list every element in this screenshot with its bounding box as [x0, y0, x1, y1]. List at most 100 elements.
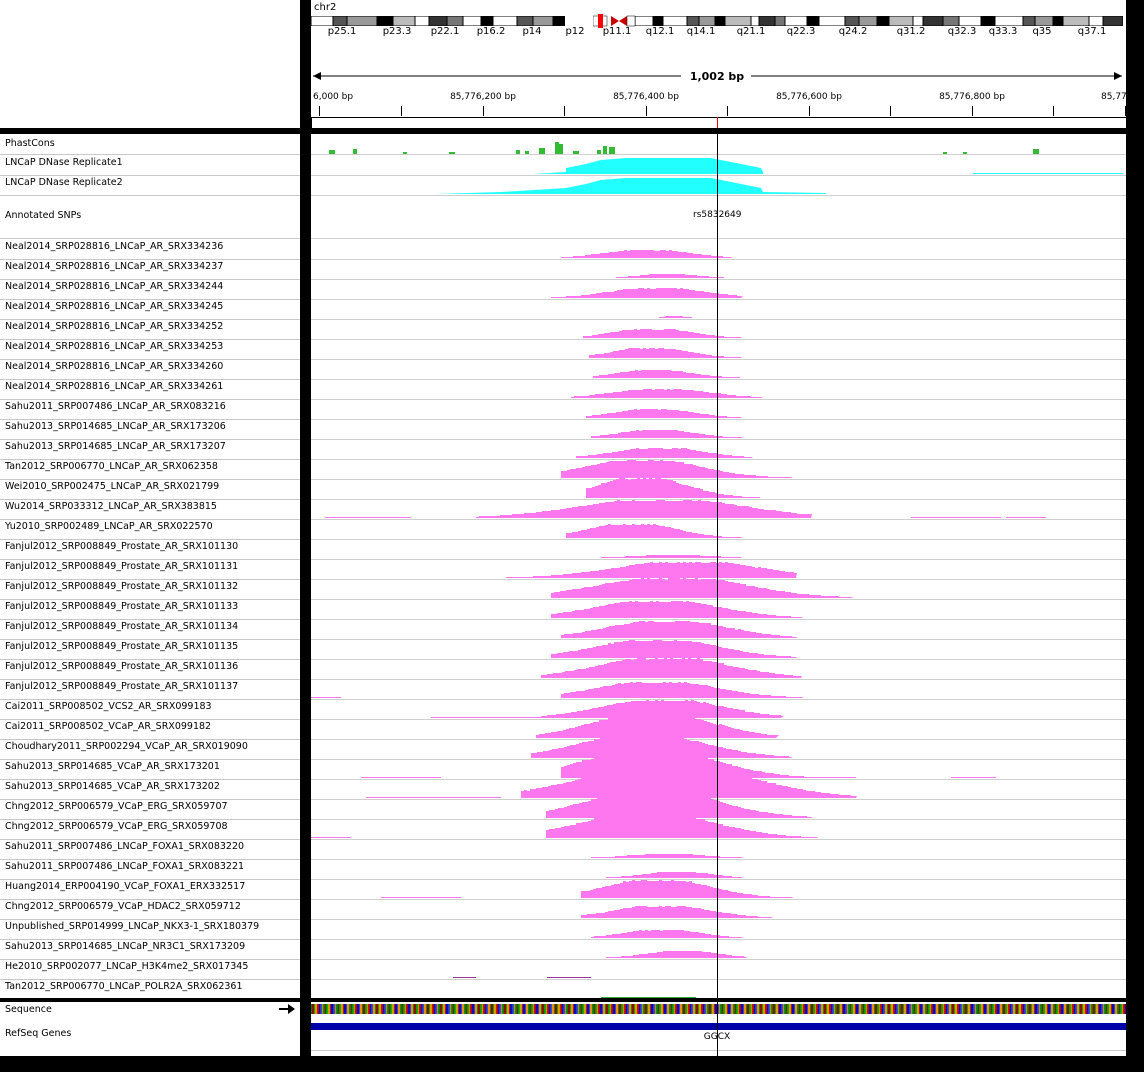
cytoband[interactable]: [913, 16, 923, 26]
cytoband[interactable]: [463, 16, 481, 26]
cytoband[interactable]: [775, 16, 785, 26]
track-label[interactable]: Fanjul2012_SRP008849_Prostate_AR_SRX1011…: [5, 581, 239, 592]
track-label[interactable]: Fanjul2012_SRP008849_Prostate_AR_SRX1011…: [5, 641, 239, 652]
track-names-panel[interactable]: PhastCons LNCaP DNase Replicate1 LNCaP DNa…: [0, 134, 300, 998]
track-label[interactable]: Neal2014_SRP028816_LNCaP_AR_SRX334244: [5, 281, 224, 292]
track-label[interactable]: LNCaP DNase Replicate2: [5, 177, 123, 188]
track-label[interactable]: Sahu2013_SRP014685_VCaP_AR_SRX173202: [5, 781, 220, 792]
track-label[interactable]: Sahu2013_SRP014685_LNCaP_AR_SRX173207: [5, 441, 226, 452]
track-label[interactable]: Annotated SNPs: [5, 210, 82, 221]
track-label[interactable]: Neal2014_SRP028816_LNCaP_AR_SRX334261: [5, 381, 224, 392]
track-label[interactable]: Neal2014_SRP028816_LNCaP_AR_SRX334237: [5, 261, 224, 272]
sequence-track-label[interactable]: Sequence: [5, 1004, 52, 1015]
cytoband[interactable]: [481, 16, 493, 26]
track-label[interactable]: Wu2014_SRP033312_LNCaP_AR_SRX383815: [5, 501, 217, 512]
track-label[interactable]: PhastCons: [5, 138, 55, 149]
cytoband[interactable]: [995, 16, 1023, 26]
track-label[interactable]: Sahu2013_SRP014685_LNCaP_NR3C1_SRX173209: [5, 941, 246, 952]
track-label[interactable]: Sahu2011_SRP007486_LNCaP_AR_SRX083216: [5, 401, 226, 412]
track-label[interactable]: LNCaP DNase Replicate1: [5, 157, 123, 168]
track-label[interactable]: Fanjul2012_SRP008849_Prostate_AR_SRX1011…: [5, 681, 239, 692]
track-label[interactable]: Fanjul2012_SRP008849_Prostate_AR_SRX1011…: [5, 541, 239, 552]
track-label[interactable]: Cai2011_SRP008502_VCaP_AR_SRX099182: [5, 721, 212, 732]
cytoband[interactable]: [687, 16, 699, 26]
cytoband[interactable]: [447, 16, 463, 26]
strand-arrow-icon[interactable]: [278, 1003, 296, 1015]
track-separator: [0, 939, 300, 940]
track-label[interactable]: Sahu2013_SRP014685_VCaP_AR_SRX173201: [5, 761, 220, 772]
sequence-track[interactable]: [311, 1004, 1126, 1014]
cytoband[interactable]: [553, 16, 565, 26]
cytoband[interactable]: [877, 16, 889, 26]
track-label[interactable]: Yu2010_SRP002489_LNCaP_AR_SRX022570: [5, 521, 213, 532]
cytoband[interactable]: [751, 16, 759, 26]
cytoband[interactable]: [845, 16, 859, 26]
cytoband[interactable]: [981, 16, 995, 26]
cytoband[interactable]: [819, 16, 845, 26]
track-label[interactable]: Chng2012_SRP006579_VCaP_HDAC2_SRX059712: [5, 901, 241, 912]
track-label[interactable]: Huang2014_ERP004190_VCaP_FOXA1_ERX332517: [5, 881, 246, 892]
cytoband[interactable]: [759, 16, 775, 26]
track-label[interactable]: Sahu2011_SRP007486_LNCaP_FOXA1_SRX083220: [5, 841, 245, 852]
track-label[interactable]: Fanjul2012_SRP008849_Prostate_AR_SRX1011…: [5, 621, 239, 632]
track-label[interactable]: Wei2010_SRP002475_LNCaP_AR_SRX021799: [5, 481, 220, 492]
track-label[interactable]: Tan2012_SRP006770_LNCaP_POLR2A_SRX062361: [5, 981, 243, 992]
cytoband[interactable]: [1023, 16, 1035, 26]
refseq-track-label[interactable]: RefSeq Genes: [5, 1028, 72, 1039]
cytoband[interactable]: [311, 16, 333, 26]
cytoband[interactable]: [699, 16, 715, 26]
cytoband[interactable]: [889, 16, 913, 26]
cytoband[interactable]: [429, 16, 447, 26]
cytoband[interactable]: [653, 16, 663, 26]
track-label[interactable]: Fanjul2012_SRP008849_Prostate_AR_SRX1011…: [5, 661, 239, 672]
ruler-panel[interactable]: chr2 p25.1 p23.3 p22.1 p16.2 p14 p12 p11.1 q12.…: [311, 0, 1126, 128]
feature-names-panel[interactable]: Sequence RefSeq Genes: [0, 1002, 300, 1056]
cytoband[interactable]: [333, 16, 347, 26]
data-panel[interactable]: rs5832649: [311, 134, 1126, 998]
cytoband[interactable]: [415, 16, 429, 26]
cytoband[interactable]: [1089, 16, 1103, 26]
coordinate-ruler[interactable]: 6,000 bp 85,776,200 bp 85,776,400 bp 85,776…: [311, 0, 1126, 128]
track-label[interactable]: Neal2014_SRP028816_LNCaP_AR_SRX334253: [5, 341, 224, 352]
track-label[interactable]: Sahu2013_SRP014685_LNCaP_AR_SRX173206: [5, 421, 226, 432]
cytoband[interactable]: [1035, 16, 1053, 26]
cytoband[interactable]: [859, 16, 877, 26]
cytoband[interactable]: [1103, 16, 1123, 26]
coverage-tail: [366, 797, 501, 798]
cytoband[interactable]: [533, 16, 553, 26]
track-label[interactable]: Neal2014_SRP028816_LNCaP_AR_SRX334252: [5, 321, 224, 332]
cytoband[interactable]: [493, 16, 517, 26]
cytoband[interactable]: [517, 16, 533, 26]
chromosome-ideogram[interactable]: p25.1 p23.3 p22.1 p16.2 p14 p12 p11.1 q12.1 q14.…: [311, 0, 1126, 40]
track-label[interactable]: Fanjul2012_SRP008849_Prostate_AR_SRX1011…: [5, 561, 239, 572]
cytoband[interactable]: [377, 16, 393, 26]
refseq-gene-bar[interactable]: [311, 1023, 1126, 1030]
cytoband[interactable]: [635, 16, 653, 26]
cytoband[interactable]: [347, 16, 377, 26]
track-label[interactable]: Choudhary2011_SRP002294_VCaP_AR_SRX01909…: [5, 741, 248, 752]
cytoband[interactable]: [959, 16, 981, 26]
cytoband[interactable]: [923, 16, 943, 26]
track-label[interactable]: Unpublished_SRP014999_LNCaP_NKX3-1_SRX18…: [5, 921, 260, 932]
track-label[interactable]: Tan2012_SRP006770_LNCaP_AR_SRX062358: [5, 461, 218, 472]
chip-peak: [561, 682, 804, 698]
cytoband[interactable]: [715, 16, 725, 26]
track-label[interactable]: Sahu2011_SRP007486_LNCaP_FOXA1_SRX083221: [5, 861, 245, 872]
track-label[interactable]: Chng2012_SRP006579_VCaP_ERG_SRX059708: [5, 821, 228, 832]
cytoband[interactable]: [943, 16, 959, 26]
track-label[interactable]: Chng2012_SRP006579_VCaP_ERG_SRX059707: [5, 801, 228, 812]
track-label[interactable]: He2010_SRP002077_LNCaP_H3K4me2_SRX017345: [5, 961, 249, 972]
cytoband[interactable]: [1063, 16, 1089, 26]
cytoband[interactable]: [807, 16, 819, 26]
cytoband[interactable]: [725, 16, 751, 26]
track-label[interactable]: Fanjul2012_SRP008849_Prostate_AR_SRX1011…: [5, 601, 239, 612]
cytoband[interactable]: [785, 16, 807, 26]
cytoband[interactable]: [393, 16, 415, 26]
track-label[interactable]: Neal2014_SRP028816_LNCaP_AR_SRX334236: [5, 241, 224, 252]
feature-data-panel[interactable]: GGCX: [311, 1002, 1126, 1056]
track-label[interactable]: Neal2014_SRP028816_LNCaP_AR_SRX334260: [5, 361, 224, 372]
track-label[interactable]: Cai2011_SRP008502_VCS2_AR_SRX099183: [5, 701, 212, 712]
track-label[interactable]: Neal2014_SRP028816_LNCaP_AR_SRX334245: [5, 301, 224, 312]
cytoband[interactable]: [1053, 16, 1063, 26]
cytoband[interactable]: [663, 16, 687, 26]
